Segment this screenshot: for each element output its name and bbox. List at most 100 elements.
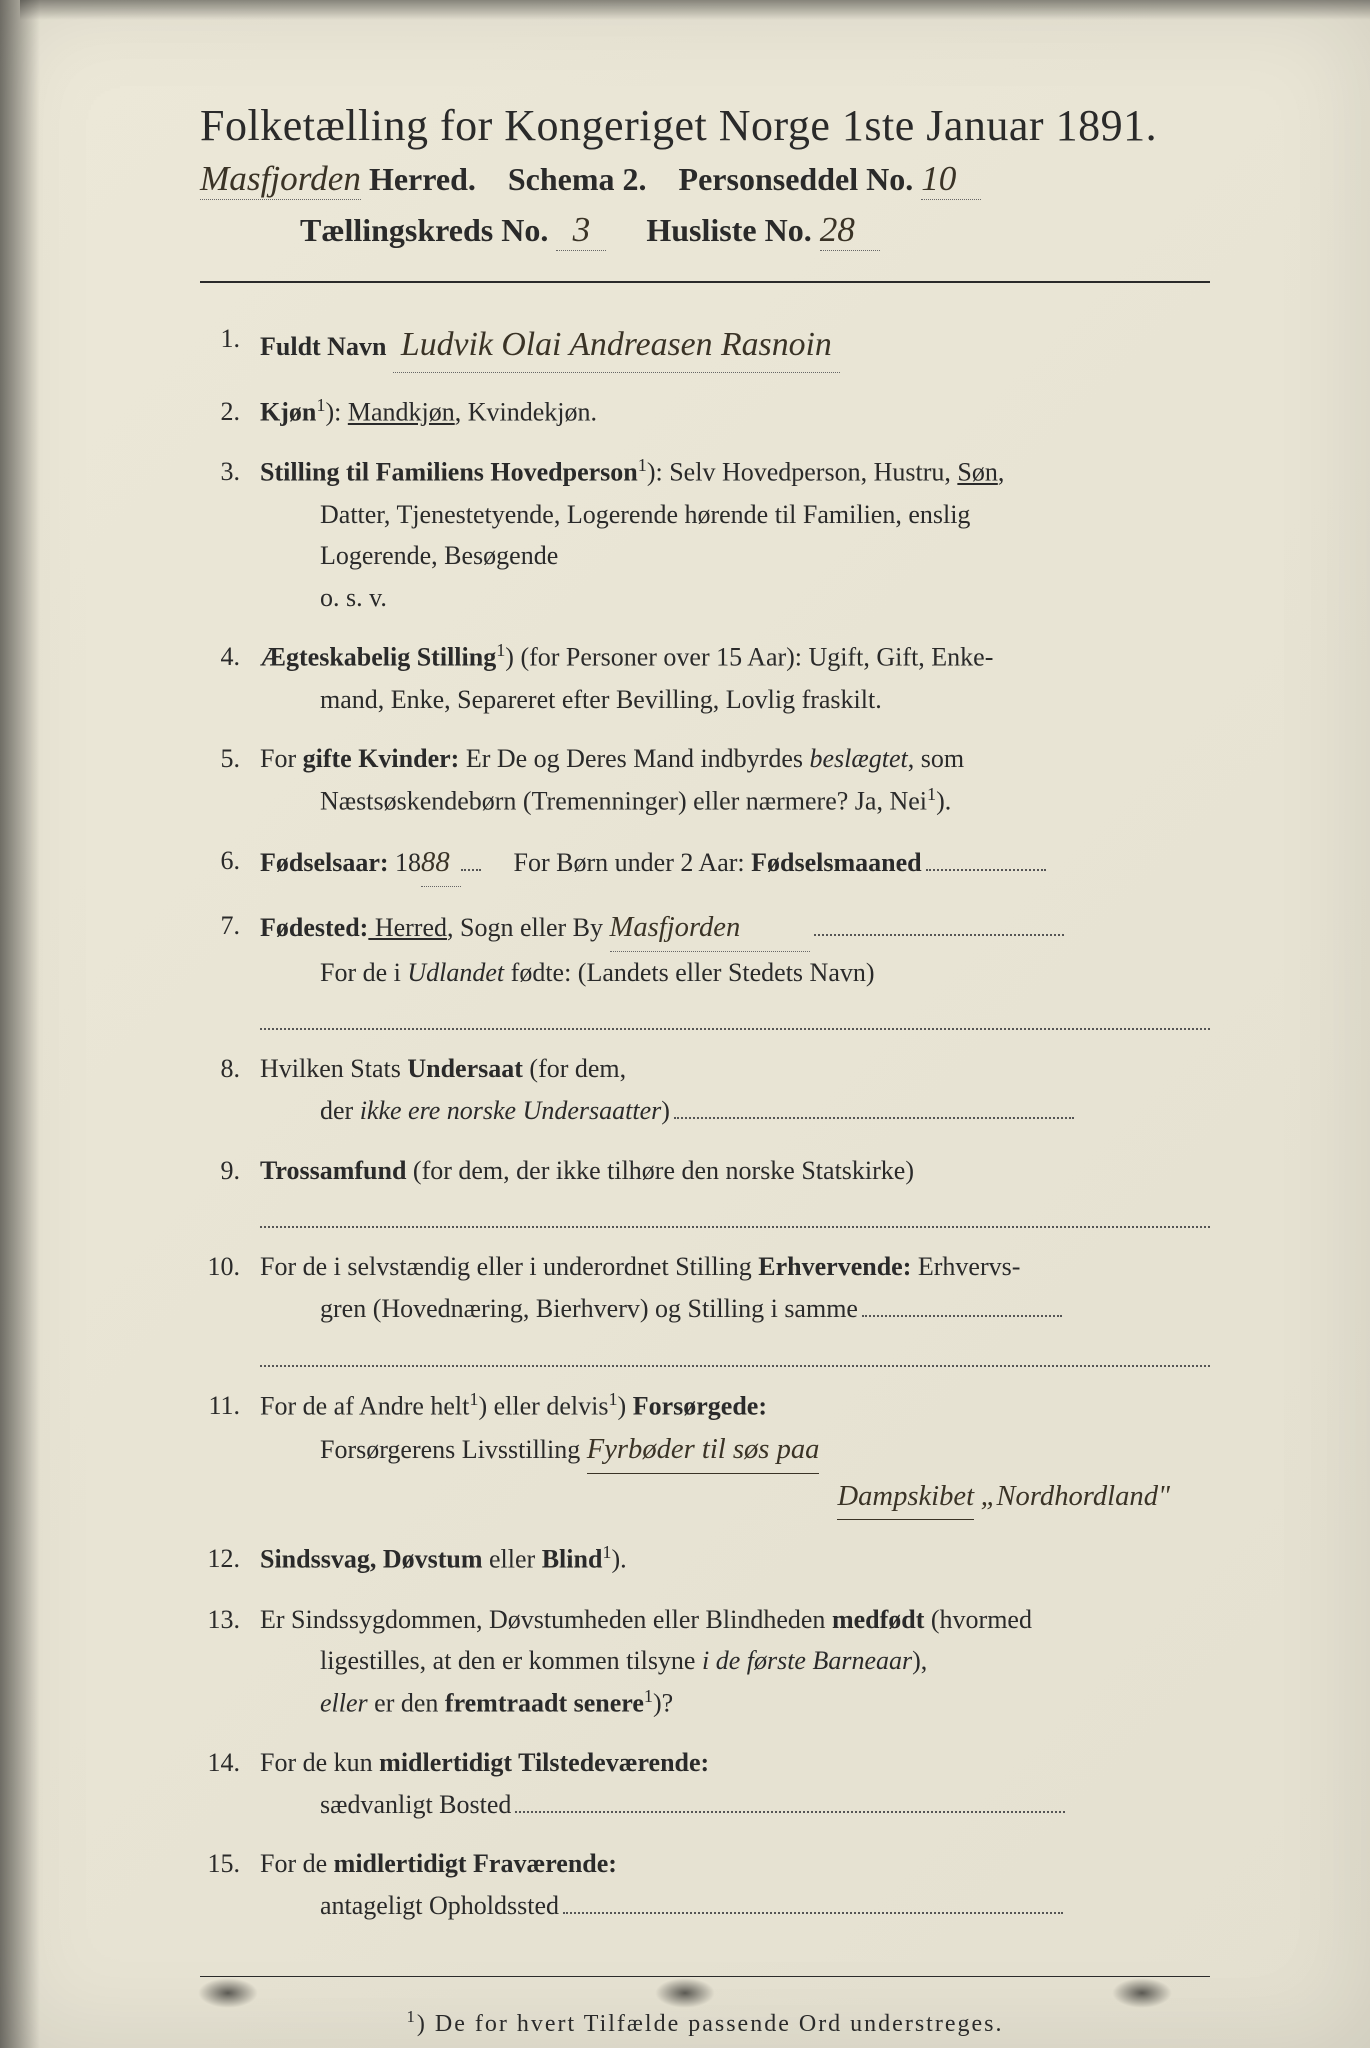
item-content: For de af Andre helt1) eller delvis1) Fo… bbox=[260, 1385, 1210, 1521]
ship-hw-a: Dampskibet bbox=[837, 1474, 974, 1521]
ship-hw-b: „Nordhordland" bbox=[981, 1474, 1170, 1520]
label: midlertidigt Fraværende: bbox=[334, 1849, 617, 1878]
year-prefix: 18 bbox=[389, 848, 422, 877]
item-1: 1. Fuldt Navn Ludvik Olai Andreasen Rasn… bbox=[200, 318, 1210, 373]
after: , som bbox=[908, 744, 964, 773]
cont: Forsørgerens Livsstilling Fyrbøder til s… bbox=[320, 1427, 1210, 1474]
item-13: 13. Er Sindssygdommen, Døvstumheden elle… bbox=[200, 1599, 1210, 1724]
item-content: Kjøn1): Mandkjøn, Kvindekjøn. bbox=[260, 391, 1210, 433]
pre: For bbox=[260, 744, 303, 773]
pre: For de kun bbox=[260, 1748, 379, 1777]
item-3: 3. Stilling til Familiens Hovedperson1):… bbox=[200, 451, 1210, 618]
rest: (for dem, der ikke tilhøre den norske St… bbox=[406, 1156, 914, 1185]
tear-mark bbox=[655, 1978, 715, 2008]
item-number: 4. bbox=[200, 636, 260, 720]
rest: eller bbox=[483, 1545, 542, 1574]
cont-a: For de i bbox=[320, 958, 407, 987]
blank-line bbox=[862, 1291, 1062, 1317]
item-14: 14. For de kun midlertidigt Tilstedevære… bbox=[200, 1742, 1210, 1825]
cont: eller er den fremtraadt senere1)? bbox=[320, 1682, 1210, 1724]
sup: 1 bbox=[602, 1542, 611, 1562]
census-form-page: Folketælling for Kongeriget Norge 1ste J… bbox=[0, 0, 1370, 2048]
tkreds-no: 3 bbox=[556, 210, 606, 251]
header-line-kreds: Tællingskreds No. 3 Husliste No. 28 bbox=[300, 210, 1210, 251]
cont-b: )? bbox=[653, 1689, 673, 1718]
after: , bbox=[998, 458, 1005, 487]
tkreds-label: Tællingskreds No. bbox=[300, 212, 548, 248]
item-number: 15. bbox=[200, 1843, 260, 1926]
cont: sædvanligt Bosted bbox=[320, 1784, 1210, 1826]
cont-text: gren (Hovednæring, Bierhverv) og Stillin… bbox=[320, 1294, 858, 1323]
year-hw: 88 bbox=[421, 840, 461, 887]
cont: For de i Udlandet fødte: (Landets eller … bbox=[320, 952, 1210, 994]
item-content: Hvilken Stats Undersaat (for dem, der ik… bbox=[260, 1048, 1210, 1131]
label: Fødselsaar: bbox=[260, 848, 389, 877]
cont-a: ligestilles, at den er kommen tilsyne bbox=[320, 1646, 702, 1675]
label: Sindssvag, Døvstum bbox=[260, 1545, 483, 1574]
item-11: 11. For de af Andre helt1) eller delvis1… bbox=[200, 1385, 1210, 1521]
item-10: 10. For de i selvstændig eller i underor… bbox=[200, 1246, 1210, 1366]
cont-a: der bbox=[320, 1096, 360, 1125]
item-number: 5. bbox=[200, 738, 260, 822]
header-line-herred: Masfjorden Herred. Schema 2. Personsedde… bbox=[200, 159, 1210, 200]
item-number: 9. bbox=[200, 1150, 260, 1229]
item-content: Ægteskabelig Stilling1) (for Personer ov… bbox=[260, 636, 1210, 720]
cont: ligestilles, at den er kommen tilsyne i … bbox=[320, 1640, 1210, 1682]
page-tears bbox=[0, 1978, 1370, 2018]
personseddel-no: 10 bbox=[921, 159, 981, 200]
label: Undersaat bbox=[407, 1054, 523, 1083]
blank-line bbox=[563, 1888, 1063, 1914]
personseddel-label: Personseddel No. bbox=[679, 161, 914, 197]
rest: , Sogn eller By bbox=[447, 913, 603, 942]
item-number: 1. bbox=[200, 318, 260, 373]
item-number: 2. bbox=[200, 391, 260, 433]
schema-label: Schema 2. bbox=[508, 161, 647, 197]
form-title: Folketælling for Kongeriget Norge 1ste J… bbox=[200, 100, 1210, 151]
item-number: 8. bbox=[200, 1048, 260, 1131]
label: gifte Kvinder: bbox=[303, 744, 460, 773]
label: Fuldt Navn bbox=[260, 332, 386, 361]
item-content: For gifte Kvinder: Er De og Deres Mand i… bbox=[260, 738, 1210, 822]
pre: For de af Andre helt bbox=[260, 1391, 469, 1420]
item-content: Stilling til Familiens Hovedperson1): Se… bbox=[260, 451, 1210, 618]
item-content: For de kun midlertidigt Tilstedeværende:… bbox=[260, 1742, 1210, 1825]
cont: o. s. v. bbox=[320, 577, 1210, 619]
rest: (for dem, bbox=[523, 1054, 626, 1083]
cont: Næstsøskendebørn (Tremenninger) eller næ… bbox=[320, 780, 1210, 822]
header-divider bbox=[200, 281, 1210, 283]
cont-a: Næstsøskendebørn (Tremenninger) eller næ… bbox=[320, 786, 927, 815]
cont-b: ) bbox=[661, 1096, 670, 1125]
item-content: Fødselsaar: 1888 For Børn under 2 Aar: F… bbox=[260, 840, 1210, 887]
cont-b: ). bbox=[936, 786, 951, 815]
scan-shadow-top bbox=[20, 0, 1370, 20]
item-content: Trossamfund (for dem, der ikke tilhøre d… bbox=[260, 1150, 1210, 1229]
cont-italic: Udlandet bbox=[407, 958, 504, 987]
selected-underlined: Søn bbox=[957, 458, 997, 487]
item-4: 4. Ægteskabelig Stilling1) (for Personer… bbox=[200, 636, 1210, 720]
after: ). bbox=[612, 1545, 627, 1574]
item-content: For de i selvstændig eller i underordnet… bbox=[260, 1246, 1210, 1366]
label2: Blind bbox=[542, 1545, 603, 1574]
cont-text: antageligt Opholdssted bbox=[320, 1891, 559, 1920]
item-content: For de midlertidigt Fraværende: antageli… bbox=[260, 1843, 1210, 1926]
blank-line bbox=[515, 1787, 1065, 1813]
rest: Er De og Deres Mand indbyrdes bbox=[459, 744, 809, 773]
cont-italic: ikke ere norske Undersaatter bbox=[360, 1096, 662, 1125]
pre: Hvilken Stats bbox=[260, 1054, 407, 1083]
item-number: 13. bbox=[200, 1599, 260, 1724]
item-number: 3. bbox=[200, 451, 260, 618]
occupation-hw: Fyrbøder til søs paa bbox=[587, 1427, 820, 1474]
husliste-label: Husliste No. bbox=[646, 212, 811, 248]
item-number: 7. bbox=[200, 905, 260, 1031]
label: Kjøn bbox=[260, 398, 316, 427]
item-7: 7. Fødested: Herred, Sogn eller By Masfj… bbox=[200, 905, 1210, 1031]
cont: Logerende, Besøgende bbox=[320, 535, 1210, 577]
pre: For de i selvstændig eller i underordnet… bbox=[260, 1252, 758, 1281]
item-number: 11. bbox=[200, 1385, 260, 1521]
underlined: Herred bbox=[368, 913, 447, 942]
item-content: Er Sindssygdommen, Døvstumheden eller Bl… bbox=[260, 1599, 1210, 1724]
item-9: 9. Trossamfund (for dem, der ikke tilhør… bbox=[200, 1150, 1210, 1229]
cont-label: fremtraadt senere bbox=[445, 1689, 644, 1718]
label: Fødested: bbox=[260, 913, 368, 942]
cont-italic: eller bbox=[320, 1689, 368, 1718]
